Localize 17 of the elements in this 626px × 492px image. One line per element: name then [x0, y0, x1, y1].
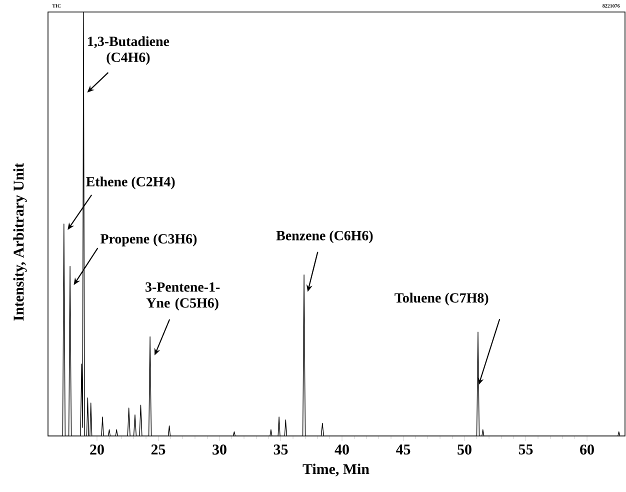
x-tick-label: 20 — [90, 444, 104, 455]
x-tick-label: 25 — [151, 444, 166, 455]
x-tick-label: 50 — [458, 444, 472, 455]
annotation: 1,3-Butadiene (C4H6) — [88, 36, 170, 65]
annotation: Benzene (C6H6) — [276, 230, 373, 244]
annotation: Ethene (C2H4) — [86, 176, 175, 190]
x-tick-label: 60 — [580, 444, 594, 455]
annotation: 3-Pentene-1-Yne (C5H6) — [146, 282, 220, 311]
x-tick-label: 45 — [396, 444, 410, 454]
x-tick-label: 55 — [518, 444, 533, 454]
x-tick-label: 40 — [334, 444, 349, 455]
x-tick-label: 30 — [212, 444, 226, 455]
y-axis-title: Intensity, Arbitrary Unit — [13, 163, 27, 321]
annotation: Propene (C3H6) — [100, 234, 197, 246]
annotation: Toluene (C7H8) — [394, 292, 488, 306]
x-axis-title: Time, Min — [302, 464, 370, 476]
x-tick-label: 35 — [274, 444, 288, 455]
